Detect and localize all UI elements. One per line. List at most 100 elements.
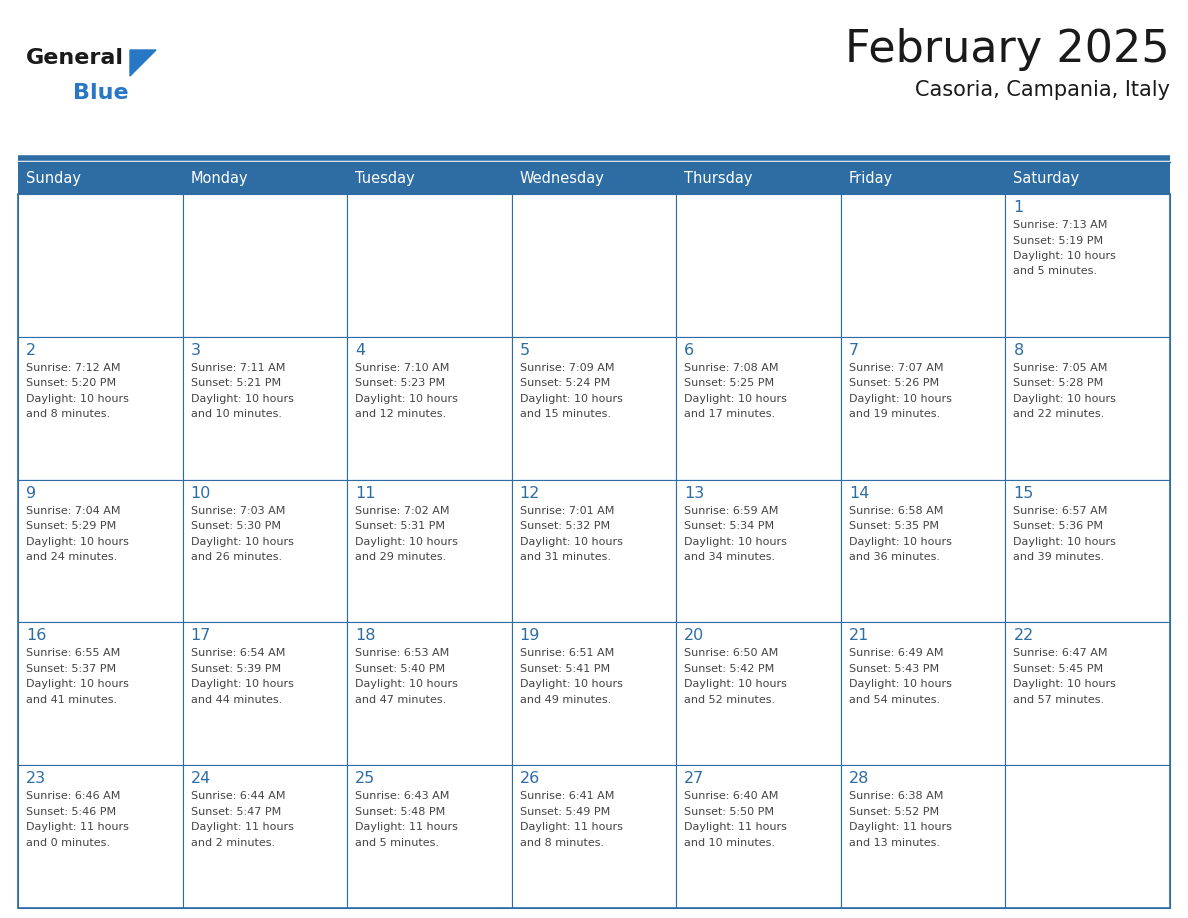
- FancyBboxPatch shape: [512, 337, 676, 479]
- Text: Sunrise: 7:07 AM: Sunrise: 7:07 AM: [849, 363, 943, 373]
- FancyBboxPatch shape: [676, 194, 841, 337]
- Text: Sunrise: 7:01 AM: Sunrise: 7:01 AM: [519, 506, 614, 516]
- Text: Sunset: 5:26 PM: Sunset: 5:26 PM: [849, 378, 939, 388]
- Text: 3: 3: [190, 342, 201, 358]
- Text: Sunset: 5:28 PM: Sunset: 5:28 PM: [1013, 378, 1104, 388]
- Text: and 54 minutes.: and 54 minutes.: [849, 695, 940, 705]
- Text: and 5 minutes.: and 5 minutes.: [1013, 266, 1098, 276]
- FancyBboxPatch shape: [676, 479, 841, 622]
- Text: and 0 minutes.: and 0 minutes.: [26, 838, 110, 847]
- Text: 12: 12: [519, 486, 541, 500]
- FancyBboxPatch shape: [18, 194, 183, 337]
- Text: Daylight: 10 hours: Daylight: 10 hours: [684, 537, 788, 546]
- Text: Sunset: 5:49 PM: Sunset: 5:49 PM: [519, 807, 609, 817]
- FancyBboxPatch shape: [183, 766, 347, 908]
- Text: Sunrise: 7:11 AM: Sunrise: 7:11 AM: [190, 363, 285, 373]
- Text: Sunrise: 7:04 AM: Sunrise: 7:04 AM: [26, 506, 120, 516]
- Text: 8: 8: [1013, 342, 1024, 358]
- Text: Daylight: 11 hours: Daylight: 11 hours: [684, 823, 788, 833]
- FancyBboxPatch shape: [183, 194, 347, 337]
- FancyBboxPatch shape: [1005, 479, 1170, 622]
- Text: Sunset: 5:25 PM: Sunset: 5:25 PM: [684, 378, 775, 388]
- Text: Sunrise: 6:47 AM: Sunrise: 6:47 AM: [1013, 648, 1108, 658]
- Text: Daylight: 10 hours: Daylight: 10 hours: [684, 679, 788, 689]
- Text: Sunset: 5:41 PM: Sunset: 5:41 PM: [519, 664, 609, 674]
- FancyBboxPatch shape: [347, 337, 512, 479]
- Text: Sunrise: 7:05 AM: Sunrise: 7:05 AM: [1013, 363, 1107, 373]
- Text: 14: 14: [849, 486, 870, 500]
- Text: Daylight: 10 hours: Daylight: 10 hours: [190, 537, 293, 546]
- FancyBboxPatch shape: [183, 622, 347, 766]
- Text: Daylight: 10 hours: Daylight: 10 hours: [519, 679, 623, 689]
- Text: Sunset: 5:29 PM: Sunset: 5:29 PM: [26, 521, 116, 532]
- Text: Sunset: 5:39 PM: Sunset: 5:39 PM: [190, 664, 280, 674]
- Text: Sunrise: 6:51 AM: Sunrise: 6:51 AM: [519, 648, 614, 658]
- Polygon shape: [129, 50, 156, 76]
- Text: and 13 minutes.: and 13 minutes.: [849, 838, 940, 847]
- FancyBboxPatch shape: [676, 766, 841, 908]
- Text: and 8 minutes.: and 8 minutes.: [519, 838, 604, 847]
- Text: Daylight: 11 hours: Daylight: 11 hours: [519, 823, 623, 833]
- Text: and 24 minutes.: and 24 minutes.: [26, 552, 118, 562]
- Text: Daylight: 10 hours: Daylight: 10 hours: [26, 394, 128, 404]
- Text: Daylight: 11 hours: Daylight: 11 hours: [190, 823, 293, 833]
- Text: 25: 25: [355, 771, 375, 786]
- Text: and 44 minutes.: and 44 minutes.: [190, 695, 282, 705]
- Text: Sunrise: 6:43 AM: Sunrise: 6:43 AM: [355, 791, 449, 801]
- Text: 4: 4: [355, 342, 365, 358]
- Text: Sunrise: 7:08 AM: Sunrise: 7:08 AM: [684, 363, 779, 373]
- Text: and 26 minutes.: and 26 minutes.: [190, 552, 282, 562]
- Text: Sunset: 5:37 PM: Sunset: 5:37 PM: [26, 664, 116, 674]
- Text: Sunrise: 6:44 AM: Sunrise: 6:44 AM: [190, 791, 285, 801]
- Text: Sunset: 5:19 PM: Sunset: 5:19 PM: [1013, 236, 1104, 245]
- Text: Tuesday: Tuesday: [355, 171, 415, 185]
- Text: 20: 20: [684, 629, 704, 644]
- FancyBboxPatch shape: [1005, 766, 1170, 908]
- Text: and 36 minutes.: and 36 minutes.: [849, 552, 940, 562]
- Text: Sunrise: 7:02 AM: Sunrise: 7:02 AM: [355, 506, 449, 516]
- Text: Daylight: 10 hours: Daylight: 10 hours: [519, 537, 623, 546]
- FancyBboxPatch shape: [676, 337, 841, 479]
- FancyBboxPatch shape: [841, 194, 1005, 337]
- Text: and 2 minutes.: and 2 minutes.: [190, 838, 274, 847]
- Text: 24: 24: [190, 771, 210, 786]
- Text: Sunrise: 7:10 AM: Sunrise: 7:10 AM: [355, 363, 449, 373]
- FancyBboxPatch shape: [841, 479, 1005, 622]
- Text: General: General: [26, 48, 124, 68]
- Text: Daylight: 10 hours: Daylight: 10 hours: [1013, 679, 1117, 689]
- Text: Daylight: 10 hours: Daylight: 10 hours: [190, 394, 293, 404]
- Text: 15: 15: [1013, 486, 1034, 500]
- Text: Sunrise: 7:09 AM: Sunrise: 7:09 AM: [519, 363, 614, 373]
- FancyBboxPatch shape: [512, 622, 676, 766]
- Text: Sunrise: 6:38 AM: Sunrise: 6:38 AM: [849, 791, 943, 801]
- Text: Daylight: 10 hours: Daylight: 10 hours: [849, 394, 952, 404]
- FancyBboxPatch shape: [18, 766, 183, 908]
- FancyBboxPatch shape: [18, 622, 183, 766]
- Text: 2: 2: [26, 342, 36, 358]
- Text: Daylight: 10 hours: Daylight: 10 hours: [1013, 394, 1117, 404]
- Text: Thursday: Thursday: [684, 171, 753, 185]
- FancyBboxPatch shape: [512, 479, 676, 622]
- Text: Daylight: 10 hours: Daylight: 10 hours: [26, 537, 128, 546]
- Text: and 17 minutes.: and 17 minutes.: [684, 409, 776, 420]
- Text: Sunrise: 6:59 AM: Sunrise: 6:59 AM: [684, 506, 778, 516]
- Text: 19: 19: [519, 629, 541, 644]
- Text: Daylight: 10 hours: Daylight: 10 hours: [849, 679, 952, 689]
- Text: 23: 23: [26, 771, 46, 786]
- Text: 5: 5: [519, 342, 530, 358]
- Text: Sunset: 5:23 PM: Sunset: 5:23 PM: [355, 378, 446, 388]
- Text: Sunrise: 7:03 AM: Sunrise: 7:03 AM: [190, 506, 285, 516]
- Text: Sunset: 5:32 PM: Sunset: 5:32 PM: [519, 521, 609, 532]
- Text: and 41 minutes.: and 41 minutes.: [26, 695, 118, 705]
- Text: Sunrise: 6:53 AM: Sunrise: 6:53 AM: [355, 648, 449, 658]
- Text: Sunset: 5:52 PM: Sunset: 5:52 PM: [849, 807, 939, 817]
- Text: 13: 13: [684, 486, 704, 500]
- Text: Sunrise: 7:12 AM: Sunrise: 7:12 AM: [26, 363, 120, 373]
- FancyBboxPatch shape: [512, 766, 676, 908]
- Text: Sunset: 5:48 PM: Sunset: 5:48 PM: [355, 807, 446, 817]
- Text: and 5 minutes.: and 5 minutes.: [355, 838, 440, 847]
- Text: Sunrise: 6:50 AM: Sunrise: 6:50 AM: [684, 648, 778, 658]
- FancyBboxPatch shape: [676, 622, 841, 766]
- Text: Sunset: 5:31 PM: Sunset: 5:31 PM: [355, 521, 446, 532]
- Text: Sunrise: 6:57 AM: Sunrise: 6:57 AM: [1013, 506, 1107, 516]
